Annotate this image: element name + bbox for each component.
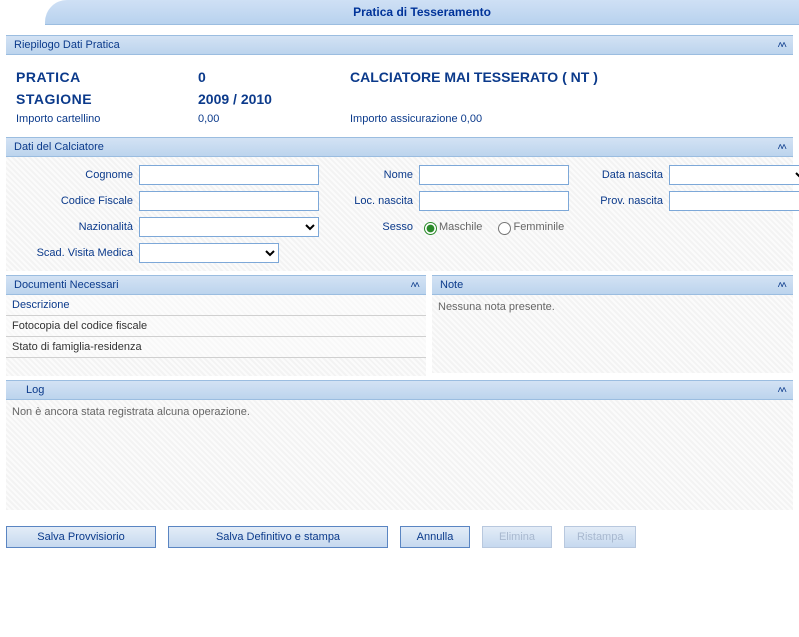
codice-fiscale-input[interactable] bbox=[139, 191, 319, 211]
section-header-note: Note ˄˄ bbox=[432, 275, 793, 295]
table-row: Stato di famiglia-residenza bbox=[6, 337, 426, 358]
salva-provvisorio-button[interactable]: Salva Provvisiorio bbox=[6, 526, 156, 548]
loc-nascita-label: Loc. nascita bbox=[319, 195, 419, 207]
loc-nascita-input[interactable] bbox=[419, 191, 569, 211]
pratica-value: 0 bbox=[198, 67, 348, 87]
cognome-input[interactable] bbox=[139, 165, 319, 185]
data-nascita-select[interactable] bbox=[669, 165, 799, 185]
prov-nascita-input[interactable] bbox=[669, 191, 799, 211]
section-header-dati-calciatore: Dati del Calciatore ˄˄ bbox=[6, 137, 793, 157]
annulla-button[interactable]: Annulla bbox=[400, 526, 470, 548]
importo-cartellino-value: 0,00 bbox=[198, 111, 348, 127]
stagione-label: STAGIONE bbox=[16, 89, 196, 109]
scad-visita-label: Scad. Visita Medica bbox=[14, 247, 139, 259]
sesso-femminile-radio[interactable] bbox=[498, 222, 511, 235]
dati-calciatore-panel: Cognome Nome Data nascita Codice Fiscale… bbox=[6, 157, 793, 271]
pratica-status: CALCIATORE MAI TESSERATO ( NT ) bbox=[350, 67, 783, 87]
nome-input[interactable] bbox=[419, 165, 569, 185]
section-title-dati-calciatore: Dati del Calciatore bbox=[14, 141, 104, 153]
sesso-femminile-label: Femminile bbox=[513, 221, 564, 233]
collapse-icon[interactable]: ˄˄ bbox=[410, 280, 418, 291]
collapse-icon[interactable]: ˄˄ bbox=[777, 40, 785, 51]
log-empty-text: Non è ancora stata registrata alcuna ope… bbox=[12, 406, 250, 418]
collapse-icon[interactable]: ˄˄ bbox=[777, 385, 785, 396]
button-bar: Salva Provvisiorio Salva Definitivo e st… bbox=[0, 516, 799, 558]
riepilogo-panel: PRATICA 0 CALCIATORE MAI TESSERATO ( NT … bbox=[6, 55, 793, 137]
codice-fiscale-label: Codice Fiscale bbox=[14, 195, 139, 207]
nazionalita-label: Nazionalità bbox=[14, 221, 139, 233]
nazionalita-select[interactable] bbox=[139, 217, 319, 237]
section-title-riepilogo: Riepilogo Dati Pratica bbox=[14, 39, 120, 51]
nome-label: Nome bbox=[319, 169, 419, 181]
stagione-value: 2009 / 2010 bbox=[198, 89, 783, 109]
table-row: Fotocopia del codice fiscale bbox=[6, 316, 426, 337]
prov-nascita-label: Prov. nascita bbox=[569, 195, 669, 207]
collapse-icon[interactable]: ˄˄ bbox=[777, 280, 785, 291]
pratica-label: PRATICA bbox=[16, 67, 196, 87]
importo-assicurazione-label: Importo assicurazione bbox=[350, 113, 458, 125]
note-empty-text: Nessuna nota presente. bbox=[438, 301, 555, 313]
scad-visita-select[interactable] bbox=[139, 243, 279, 263]
window-title: Pratica di Tesseramento bbox=[353, 5, 491, 19]
section-title-documenti: Documenti Necessari bbox=[14, 279, 119, 291]
section-header-riepilogo: Riepilogo Dati Pratica ˄˄ bbox=[6, 35, 793, 55]
window-title-bar: Pratica di Tesseramento bbox=[45, 0, 799, 25]
elimina-button: Elimina bbox=[482, 526, 552, 548]
documenti-column-header: Descrizione bbox=[6, 295, 426, 316]
ristampa-button: Ristampa bbox=[564, 526, 636, 548]
sesso-maschile-label: Maschile bbox=[439, 221, 482, 233]
section-header-log: Log ˄˄ bbox=[6, 380, 793, 400]
documenti-panel: Descrizione Fotocopia del codice fiscale… bbox=[6, 295, 426, 376]
salva-definitivo-button[interactable]: Salva Definitivo e stampa bbox=[168, 526, 388, 548]
sesso-label: Sesso bbox=[319, 221, 419, 233]
data-nascita-label: Data nascita bbox=[569, 169, 669, 181]
section-header-documenti: Documenti Necessari ˄˄ bbox=[6, 275, 426, 295]
cognome-label: Cognome bbox=[14, 169, 139, 181]
note-panel: Nessuna nota presente. bbox=[432, 295, 793, 373]
importo-assicurazione-value: 0,00 bbox=[461, 113, 482, 125]
importo-cartellino-label: Importo cartellino bbox=[16, 111, 196, 127]
sesso-maschile-radio[interactable] bbox=[424, 222, 437, 235]
collapse-icon[interactable]: ˄˄ bbox=[777, 142, 785, 153]
log-panel: Non è ancora stata registrata alcuna ope… bbox=[6, 400, 793, 510]
section-title-log: Log bbox=[14, 384, 44, 396]
section-title-note: Note bbox=[440, 279, 463, 291]
